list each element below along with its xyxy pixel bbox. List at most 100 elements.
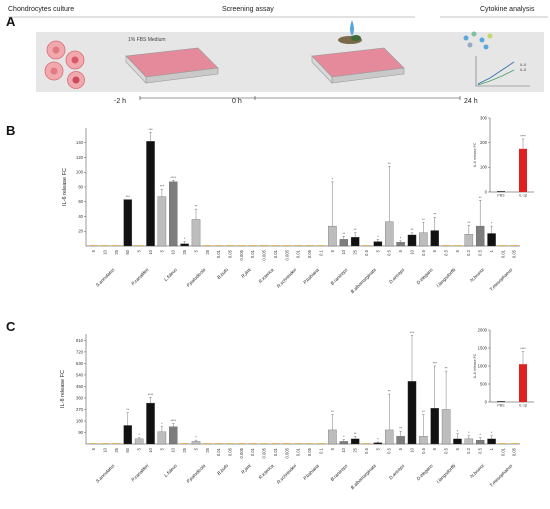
- panel-a-label: A: [6, 14, 16, 29]
- bar: [89, 245, 98, 246]
- x-tick-label: 25: [353, 447, 358, 452]
- y-tick-label: 270: [76, 407, 84, 412]
- x-tick-label: 0.01: [296, 447, 301, 456]
- y-tick-label: 90: [78, 430, 83, 435]
- timeline-end: 24 h: [464, 98, 478, 105]
- significance-mark: **: [342, 232, 345, 236]
- x-tick-label: 5: [455, 249, 460, 252]
- significance-mark: ****: [148, 393, 154, 397]
- bar: [134, 438, 144, 445]
- inset-bar: [497, 191, 505, 192]
- bar: [203, 443, 212, 444]
- y-tick-label: 60: [78, 199, 83, 204]
- y-tick-label: 540: [76, 372, 84, 377]
- x-tick-label: 0.05: [307, 447, 312, 456]
- bar: [328, 429, 337, 445]
- significance-mark: *: [195, 436, 197, 440]
- stage-title-cytokine: Cytokine analysis: [480, 6, 535, 13]
- species-label: D.elegans: [416, 463, 435, 482]
- panel-a-background: [36, 32, 544, 92]
- bar: [180, 243, 189, 247]
- x-tick-label: 5: [137, 447, 142, 450]
- x-tick-label: 25: [114, 249, 119, 254]
- significance-mark: *: [184, 237, 186, 241]
- x-tick-label: 5: [193, 249, 198, 252]
- species-label: D.anceps: [388, 267, 406, 285]
- bar: [282, 443, 292, 444]
- species-label: B.albomarginata: [350, 463, 378, 491]
- bar: [316, 245, 326, 246]
- bar: [339, 441, 349, 445]
- bar: [100, 245, 110, 246]
- species-label: B.bufo: [216, 463, 229, 476]
- bar: [453, 438, 462, 445]
- species-label: D.anceps: [388, 463, 406, 481]
- significance-mark: ***: [148, 128, 153, 132]
- bar: [226, 443, 235, 444]
- x-tick-label: 0.01: [216, 447, 221, 456]
- x-tick-label: 0.01: [296, 249, 301, 258]
- x-tick-label: 0.1: [318, 447, 323, 453]
- bar: [510, 443, 519, 444]
- x-tick-label: 10: [171, 249, 176, 254]
- bar: [146, 141, 155, 247]
- stage-title-culture: Chondrocytes culture: [8, 6, 74, 13]
- significance-mark: **: [445, 367, 448, 371]
- species-label: L.fuleus: [163, 463, 178, 478]
- inset-x-tick-label: IL-1β: [519, 194, 527, 198]
- medium-label: 1% FBS Medium: [128, 37, 166, 43]
- significance-mark: *: [377, 438, 379, 442]
- x-tick-label: 5: [330, 249, 335, 252]
- x-tick-label: 0.5: [421, 447, 426, 453]
- y-tick-label: 720: [76, 349, 84, 354]
- x-tick-label: 5: [193, 447, 198, 450]
- x-tick-label: 25: [205, 447, 210, 452]
- x-tick-label: 0.5: [478, 447, 483, 453]
- x-tick-label: 0.05: [228, 249, 233, 258]
- x-tick-label: 0.5: [387, 447, 392, 453]
- significance-mark: *: [491, 222, 493, 226]
- x-tick-label: 5: [398, 447, 403, 450]
- bar: [362, 443, 371, 444]
- bar: [169, 426, 178, 445]
- bar: [453, 245, 462, 246]
- il8-chart: 90 180 270 360 450 540 630 720 810 IL-8 release F…: [60, 327, 534, 490]
- bar: [328, 225, 337, 247]
- bar: [191, 219, 201, 247]
- x-tick-label: 10: [341, 249, 346, 254]
- cytokine-analysis-icon: [463, 31, 530, 87]
- bar: [169, 181, 178, 247]
- inset-chart: 0 500 1000 1500 2000 IL-8 release FC PBS **** IL…: [473, 327, 534, 408]
- x-tick-label: 0.01: [500, 447, 505, 456]
- y-tick-label: 630: [76, 361, 84, 366]
- inset-significance-mark: ****: [520, 347, 526, 351]
- species-label: P.bahiana: [302, 463, 320, 481]
- bar: [214, 443, 223, 444]
- y-tick-label: 450: [76, 384, 84, 389]
- significance-mark: **: [388, 390, 391, 394]
- bar: [464, 234, 474, 247]
- bar: [203, 245, 212, 246]
- species-label: B.bufo: [216, 267, 229, 280]
- significance-mark: ***: [433, 361, 438, 365]
- bar: [407, 381, 417, 445]
- bar: [350, 236, 360, 247]
- bar: [237, 245, 246, 246]
- significance-mark: **: [399, 427, 402, 431]
- bar: [305, 245, 314, 246]
- species-label: L.fuleus: [163, 267, 178, 282]
- x-tick-label: 10: [148, 249, 153, 254]
- inset-bar: [497, 401, 505, 402]
- x-tick-label: 0.005: [284, 249, 289, 260]
- x-tick-label: 0.01: [273, 249, 278, 258]
- inset-y-tick-label: 1000: [478, 363, 488, 368]
- bar: [214, 245, 223, 246]
- bar: [487, 233, 496, 247]
- x-tick-label: 0.5: [421, 249, 426, 255]
- bar: [385, 221, 394, 247]
- x-tick-label: 5: [375, 249, 380, 252]
- significance-mark: **: [411, 228, 414, 232]
- x-tick-label: 5: [432, 249, 437, 252]
- x-tick-label: 0.005: [284, 447, 289, 458]
